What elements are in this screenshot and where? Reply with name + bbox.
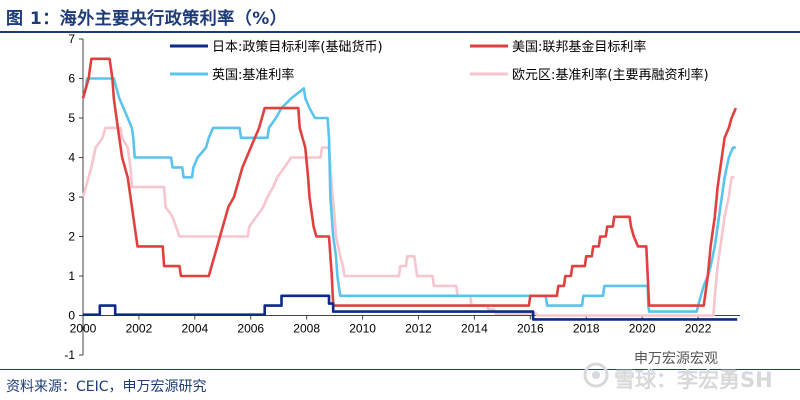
snowball-icon — [583, 362, 609, 388]
x-tick-label: 2000 — [70, 322, 97, 336]
watermark-sub: 申万宏源宏观 — [634, 351, 718, 367]
x-tick-label: 2008 — [293, 322, 320, 336]
y-tick-label: 0 — [68, 309, 75, 323]
x-tick-label: 2020 — [629, 322, 656, 336]
x-tick-label: 2012 — [405, 322, 432, 336]
y-tick-label: 6 — [68, 72, 75, 86]
x-tick-label: 2022 — [685, 322, 712, 336]
series-line-1 — [81, 57, 737, 307]
chart-title: 图 1：海外主要央行政策利率（%） — [6, 9, 288, 29]
watermark-text: 雪球：李宏勇SH — [614, 368, 773, 392]
series-line-2 — [81, 77, 736, 313]
x-tick-label: 2018 — [573, 322, 600, 336]
x-tick-label: 2010 — [349, 322, 376, 336]
y-tick-label: 2 — [68, 230, 75, 244]
legend-label-3: 欧元区:基准利率(主要再融资利率) — [512, 67, 709, 83]
y-tick-label: 7 — [68, 32, 75, 46]
x-tick-label: 2006 — [237, 322, 264, 336]
series-line-3 — [81, 126, 735, 317]
y-tick-label: 5 — [68, 111, 75, 125]
watermark: 雪球：李宏勇SH 申万宏源宏观 — [582, 348, 797, 392]
legend-label-1: 美国:联邦基金目标利率 — [512, 39, 646, 55]
axes-group: -1 0 1 2 3 4 5 6 7 2000 2002 2004 2006 2008 2010 2012 20… — [64, 32, 740, 362]
y-tick-label: 1 — [68, 269, 75, 283]
title-divider — [0, 31, 800, 33]
y-tick-label: -1 — [64, 348, 75, 362]
x-tick-label: 2014 — [461, 322, 488, 336]
x-tick-label: 2002 — [126, 322, 153, 336]
series-line-0 — [83, 294, 738, 321]
source-note: 资料来源：CEIC，申万宏源研究 — [6, 379, 207, 395]
legend-label-0: 日本:政策目标利率(基础货币) — [212, 39, 383, 55]
x-tick-label: 2016 — [517, 322, 544, 336]
y-tick-label: 4 — [68, 151, 75, 165]
y-tick-label: 3 — [68, 190, 75, 204]
legend-label-2: 英国:基准利率 — [212, 67, 294, 83]
footer-divider — [0, 369, 800, 370]
series-group — [81, 57, 738, 321]
x-tick-label: 2004 — [181, 322, 208, 336]
